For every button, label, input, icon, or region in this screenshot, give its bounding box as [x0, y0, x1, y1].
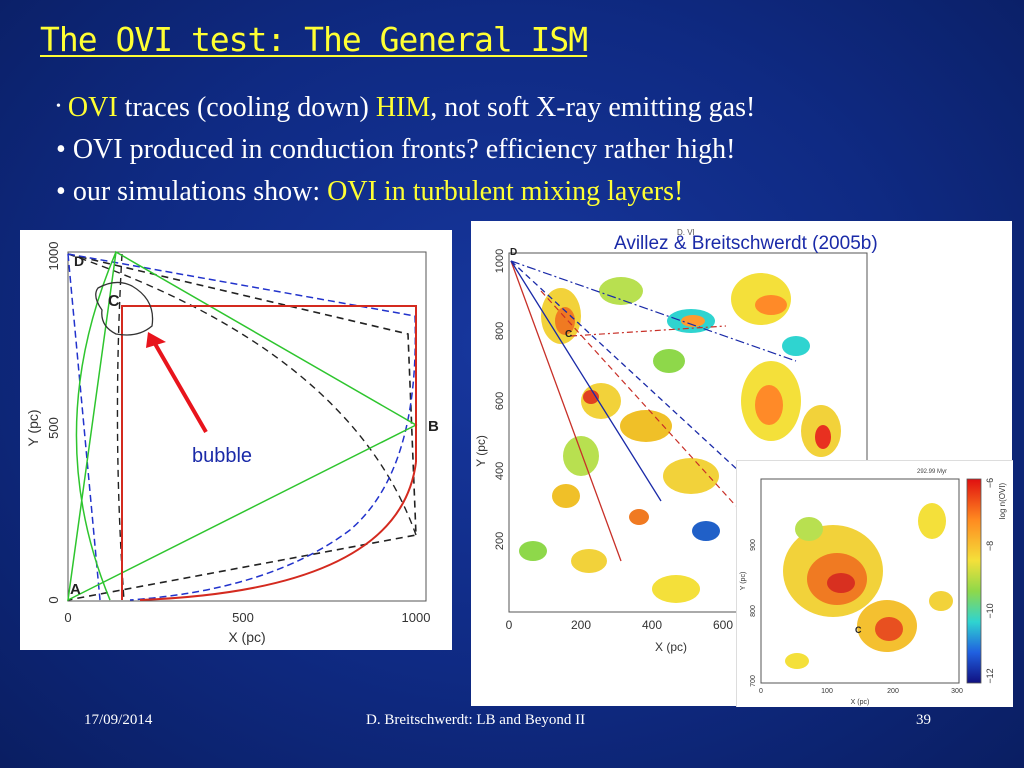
blue-dashed-curve: [67, 253, 417, 601]
map-x-label: X (pc): [655, 640, 687, 654]
bullet-1-text-b: , not soft X-ray emitting gas!: [430, 92, 756, 123]
map-x-tick-600: 600: [713, 618, 733, 632]
y-tick-0: 0: [46, 596, 61, 603]
colorbar-tick-10: −10: [985, 603, 995, 618]
bullet-1: • OVI traces (cooling down) HIM, not sof…: [56, 92, 756, 123]
map-y-tick-400: 400: [494, 462, 506, 480]
footer-date: 17/09/2014: [84, 712, 153, 728]
inset-x-tick-0: 0: [759, 688, 763, 695]
inset-x-tick-300: 300: [951, 688, 963, 695]
ovi-blobs: [519, 273, 841, 603]
red-dashed-line: [540, 290, 737, 507]
bullet-3: • our simulations show: OVI in turbulent…: [56, 176, 684, 207]
x-axis-label: X (pc): [228, 629, 265, 645]
footer-center: D. Breitschwerdt: LB and Beyond II: [366, 712, 586, 728]
colorbar-label: log n(OVI): [998, 482, 1007, 519]
bullet-1-ovi: OVI: [67, 92, 118, 123]
colorbar-tick-6: −6: [985, 478, 995, 488]
inset-x-label: X (pc): [851, 699, 870, 706]
colorbar: [966, 478, 982, 684]
blue-dashed-left: [67, 253, 101, 601]
inset-x-tick-100: 100: [821, 688, 833, 695]
arrow-shaft: [152, 340, 208, 434]
black-dashed-top-arc: [67, 253, 417, 536]
citation: Avillez & Breitschwerdt (2005b): [614, 233, 878, 254]
map-point-d: D: [510, 247, 517, 258]
inset-x-tick-200: 200: [887, 688, 899, 695]
inset-y-tick-900: 900: [750, 539, 757, 551]
inset-figure: C 292.99 Myr −6 −8 −10 −12 log n(OVI) 0 …: [736, 460, 1013, 707]
black-dashed-outline: [67, 253, 417, 601]
arrow-head: [146, 332, 166, 348]
x-tick-500: 500: [232, 610, 254, 625]
x-tick-1000: 1000: [402, 610, 431, 625]
bullet-list: • OVI traces (cooling down) HIM, not sof…: [56, 86, 755, 213]
point-label-a: A: [70, 581, 81, 598]
bubble-annotation: bubble: [192, 445, 252, 467]
bubble-outline: [95, 281, 154, 336]
inset-time-label: 292.99 Myr: [917, 469, 947, 475]
bullet-2: • OVI produced in conduction fronts? eff…: [56, 134, 736, 165]
red-square: [121, 305, 417, 600]
y-tick-500: 500: [46, 417, 61, 439]
map-y-label: Y (pc): [474, 435, 488, 467]
blue-line: [510, 260, 662, 502]
top-label: D. VI: [677, 228, 695, 237]
point-label-c: C: [108, 293, 120, 310]
bullet-1-him: HIM: [375, 92, 431, 123]
map-y-tick-600: 600: [494, 392, 506, 410]
y-tick-1000: 1000: [46, 242, 61, 271]
bullet-2-text: OVI produced in conduction fronts? effic…: [72, 134, 736, 165]
red-arc: [139, 461, 417, 601]
map-x-tick-400: 400: [642, 618, 662, 632]
blue-dashdot-line: [510, 260, 797, 362]
inset-point-c: C: [855, 625, 862, 635]
inset-y-tick-700: 700: [750, 675, 757, 687]
bullet-3-highlight: OVI in turbulent mixing layers!: [327, 176, 684, 207]
colorbar-tick-8: −8: [985, 541, 995, 551]
green-triangle: [67, 250, 418, 602]
blue-dashed-line: [510, 260, 742, 474]
red-dashdot-line: [570, 325, 727, 337]
bullet-3-text: our simulations show:: [72, 176, 328, 207]
inset-y-label: Y (pc): [740, 572, 747, 591]
red-line: [510, 260, 622, 562]
left-plot-frame: [67, 251, 427, 602]
map-point-c: C: [565, 329, 572, 340]
map-y-tick-1000: 1000: [494, 249, 506, 273]
slide-title: The OVI test: The General ISM: [40, 20, 588, 59]
x-tick-0: 0: [64, 610, 71, 625]
inset-ovi-blobs: [783, 503, 953, 669]
green-arc: [75, 251, 117, 601]
map-y-tick-200: 200: [494, 532, 506, 550]
point-label-b: B: [428, 418, 439, 435]
point-label-d: D: [74, 253, 84, 269]
inset-y-tick-800: 800: [750, 605, 757, 617]
y-axis-label: Y (pc): [25, 409, 41, 446]
left-figure: D C B A bubble 0 500 1000 X (pc) 0 500 1…: [20, 230, 452, 650]
footer-page-number: 39: [916, 712, 931, 728]
bullet-1-text-a: traces (cooling down): [117, 92, 376, 123]
map-x-tick-200: 200: [571, 618, 591, 632]
colorbar-tick-12: −12: [985, 668, 995, 683]
map-x-tick-0: 0: [506, 618, 513, 632]
map-y-tick-800: 800: [494, 322, 506, 340]
